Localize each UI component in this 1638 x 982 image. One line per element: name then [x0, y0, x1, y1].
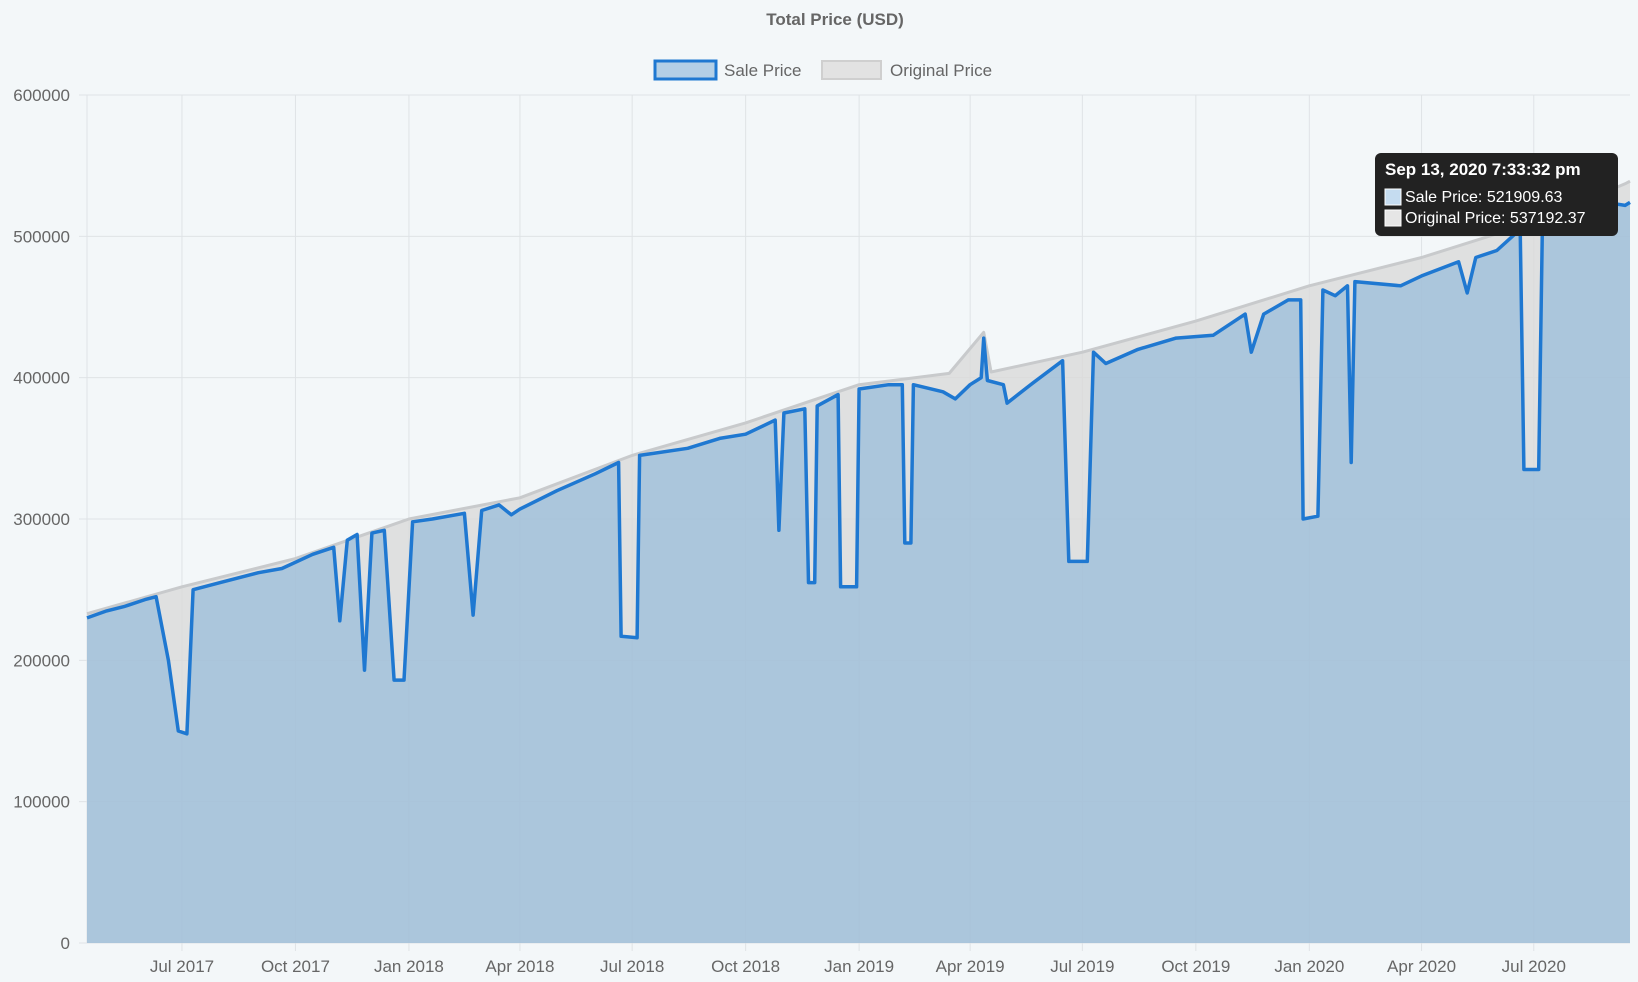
y-tick-label: 0 — [61, 934, 70, 953]
tooltip-line-original-price: Original Price: 537192.37 — [1405, 210, 1586, 227]
chart-title: Total Price (USD) — [766, 10, 904, 29]
x-tick-label: Jan 2019 — [824, 957, 894, 976]
x-tick-label: Apr 2019 — [936, 957, 1005, 976]
x-tick-label: Apr 2020 — [1387, 957, 1456, 976]
x-tick-label: Oct 2017 — [261, 957, 330, 976]
tooltip-line-sale-price: Sale Price: 521909.63 — [1405, 189, 1563, 206]
x-tick-label: Jul 2017 — [150, 957, 214, 976]
y-tick-label: 500000 — [13, 227, 70, 246]
legend: Sale Price Original Price — [653, 59, 992, 81]
y-tick-label: 400000 — [13, 369, 70, 388]
legend-swatch-sale-price — [653, 59, 718, 81]
x-tick-label: Apr 2018 — [485, 957, 554, 976]
y-tick-label: 600000 — [13, 86, 70, 105]
tooltip-swatch-original-price — [1384, 209, 1402, 227]
original-price-line — [86, 179, 1631, 616]
x-tick-label: Oct 2018 — [711, 957, 780, 976]
x-tick-label: Jan 2018 — [374, 957, 444, 976]
y-tick-label: 100000 — [13, 793, 70, 812]
legend-item-original-price[interactable]: Original Price — [821, 60, 992, 80]
legend-label-sale-price: Sale Price — [724, 61, 801, 80]
tooltip-box — [1375, 153, 1618, 236]
y-tick-label: 300000 — [13, 510, 70, 529]
tooltip-title: Sep 13, 2020 7:33:32 pm — [1385, 160, 1581, 179]
y-axis: 0 100000 200000 300000 400000 500000 600000 — [13, 86, 87, 953]
sale-price-line — [86, 200, 1631, 736]
tooltip-swatch-sale-price — [1384, 188, 1402, 206]
tooltip: Sep 13, 2020 7:33:32 pm Sale Price: 5219… — [1375, 153, 1618, 236]
plot-area — [86, 179, 1631, 943]
x-tick-label: Oct 2019 — [1161, 957, 1230, 976]
x-axis: Jul 2017 Oct 2017 Jan 2018 Apr 2018 Jul 2018… — [150, 943, 1566, 976]
x-tick-label: Jul 2018 — [600, 957, 664, 976]
x-tick-label: Jul 2020 — [1502, 957, 1566, 976]
legend-item-sale-price[interactable]: Sale Price — [653, 59, 801, 81]
x-tick-label: Jul 2019 — [1050, 957, 1114, 976]
legend-swatch-original-price — [821, 60, 882, 80]
legend-label-original-price: Original Price — [890, 61, 992, 80]
x-tick-label: Jan 2020 — [1274, 957, 1344, 976]
y-tick-label: 200000 — [13, 651, 70, 670]
